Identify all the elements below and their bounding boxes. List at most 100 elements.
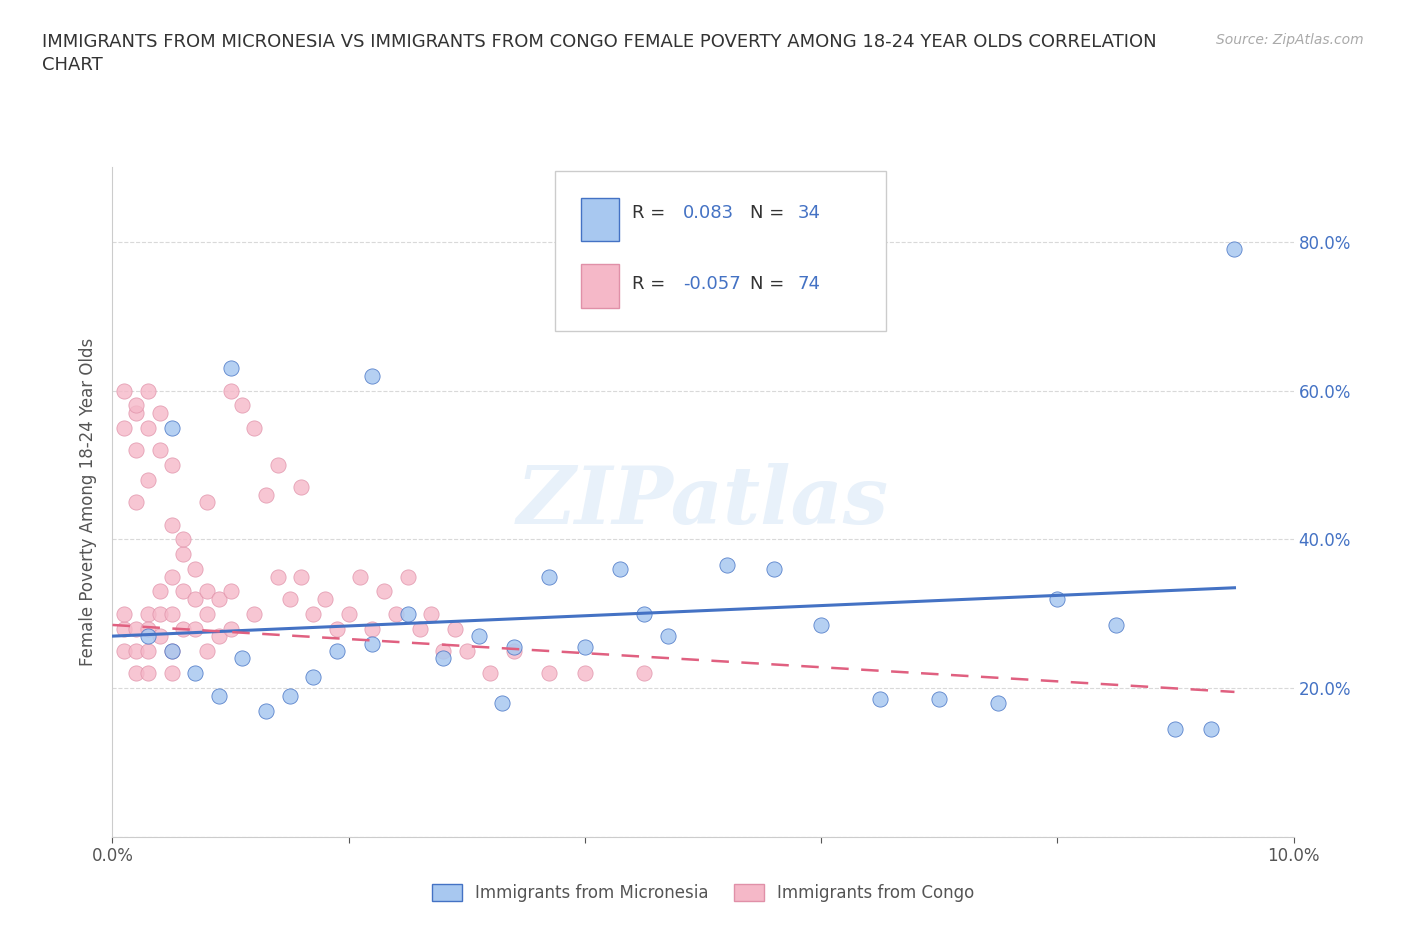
Point xyxy=(195,495,218,510)
Point xyxy=(432,644,454,658)
Point xyxy=(609,562,631,577)
Point xyxy=(219,361,242,376)
Point xyxy=(633,666,655,681)
Point xyxy=(184,562,207,577)
Text: R =: R = xyxy=(633,205,671,222)
Point xyxy=(231,651,253,666)
Point xyxy=(172,532,194,547)
Point xyxy=(136,472,159,487)
Point xyxy=(278,688,301,703)
Text: -0.057: -0.057 xyxy=(683,274,741,293)
Point xyxy=(195,644,218,658)
Text: 0.083: 0.083 xyxy=(683,205,734,222)
Point xyxy=(420,606,443,621)
Point xyxy=(231,398,253,413)
Point xyxy=(195,606,218,621)
Point xyxy=(869,692,891,707)
Point xyxy=(254,703,277,718)
Point xyxy=(125,666,148,681)
Point xyxy=(243,420,266,435)
Point xyxy=(112,621,135,636)
Text: N =: N = xyxy=(751,205,790,222)
Legend: Immigrants from Micronesia, Immigrants from Congo: Immigrants from Micronesia, Immigrants f… xyxy=(425,878,981,909)
Point xyxy=(267,458,290,472)
Point xyxy=(467,629,489,644)
Point xyxy=(243,606,266,621)
Text: N =: N = xyxy=(751,274,790,293)
Point xyxy=(125,443,148,458)
Point xyxy=(396,569,419,584)
Point xyxy=(361,621,384,636)
Point xyxy=(1164,722,1187,737)
Point xyxy=(326,621,349,636)
Text: 34: 34 xyxy=(797,205,821,222)
Bar xyxy=(581,264,619,308)
Point xyxy=(112,420,135,435)
Point xyxy=(349,569,371,584)
Text: 74: 74 xyxy=(797,274,821,293)
Point xyxy=(290,480,312,495)
Point xyxy=(160,606,183,621)
Point xyxy=(160,420,183,435)
Point xyxy=(160,644,183,658)
Point xyxy=(361,368,384,383)
Point xyxy=(1105,618,1128,632)
Point xyxy=(574,640,596,655)
Point xyxy=(219,584,242,599)
Point xyxy=(125,495,148,510)
Point xyxy=(136,629,159,644)
Point xyxy=(928,692,950,707)
Point xyxy=(302,670,325,684)
Point xyxy=(112,606,135,621)
Point xyxy=(361,636,384,651)
Point xyxy=(396,606,419,621)
Point xyxy=(314,591,336,606)
Point xyxy=(184,591,207,606)
Point xyxy=(208,591,231,606)
Point xyxy=(125,405,148,420)
Point xyxy=(219,621,242,636)
Point xyxy=(302,606,325,621)
Point xyxy=(160,569,183,584)
Point xyxy=(160,517,183,532)
Point xyxy=(290,569,312,584)
Point xyxy=(267,569,290,584)
Text: ZIPatlas: ZIPatlas xyxy=(517,463,889,541)
Point xyxy=(503,640,526,655)
Point xyxy=(184,666,207,681)
Point xyxy=(149,629,172,644)
Point xyxy=(208,629,231,644)
Point xyxy=(160,644,183,658)
Point xyxy=(538,569,561,584)
Point xyxy=(172,547,194,562)
Point xyxy=(373,584,395,599)
Point xyxy=(987,696,1010,711)
Point xyxy=(112,383,135,398)
Point xyxy=(136,420,159,435)
Point xyxy=(278,591,301,606)
Point xyxy=(456,644,478,658)
Point xyxy=(1223,242,1246,257)
Point xyxy=(184,621,207,636)
Point xyxy=(172,584,194,599)
Point xyxy=(149,606,172,621)
Point xyxy=(254,487,277,502)
Text: Source: ZipAtlas.com: Source: ZipAtlas.com xyxy=(1216,33,1364,46)
Point xyxy=(432,651,454,666)
Point xyxy=(160,666,183,681)
Point xyxy=(574,666,596,681)
Point xyxy=(160,458,183,472)
Point xyxy=(219,383,242,398)
Point xyxy=(149,584,172,599)
Point xyxy=(112,644,135,658)
Point xyxy=(208,688,231,703)
Point xyxy=(657,629,679,644)
Point xyxy=(136,606,159,621)
Point xyxy=(125,644,148,658)
Point xyxy=(408,621,430,636)
Point xyxy=(136,666,159,681)
Point xyxy=(491,696,513,711)
Point xyxy=(503,644,526,658)
Point xyxy=(149,405,172,420)
Point xyxy=(762,562,785,577)
